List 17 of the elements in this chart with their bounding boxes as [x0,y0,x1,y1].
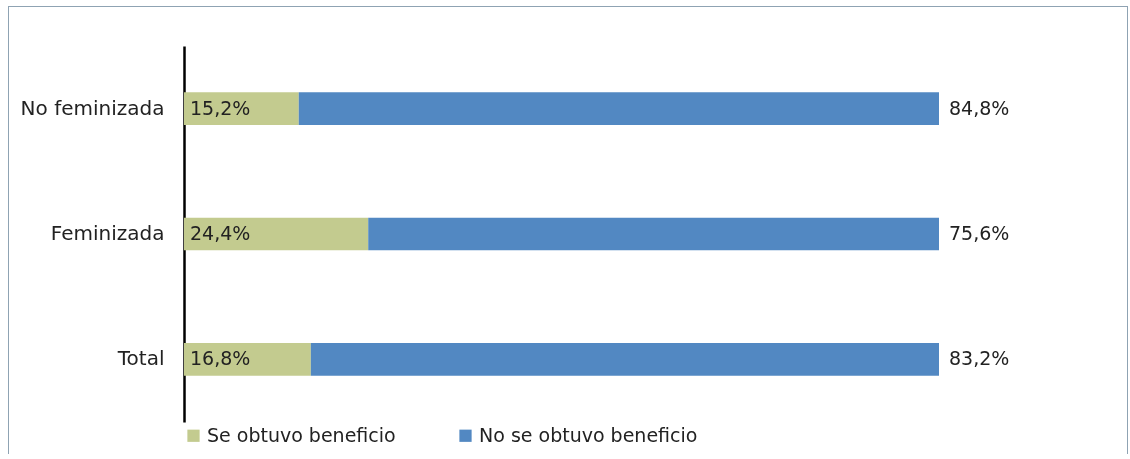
bar [184,343,311,376]
bar [298,92,939,125]
data-label: 15,2% [190,96,251,119]
bar [368,217,939,251]
y-tick-label: Total [116,346,165,371]
y-tick-label: Feminizada [50,221,165,245]
y-tick-label: No feminizada [20,95,165,120]
data-label: 83,2% [949,347,1010,370]
bar [184,92,299,125]
data-label: 84,8% [949,96,1010,119]
bar [310,343,939,376]
legend-label: Se obtuvo beneficio [207,423,396,446]
legend-label: No se obtuvo beneficio [479,423,698,446]
data-label: 75,6% [949,222,1010,244]
data-label: 24,4% [190,222,251,244]
bar [184,217,369,251]
data-label: 16,8% [190,347,251,370]
